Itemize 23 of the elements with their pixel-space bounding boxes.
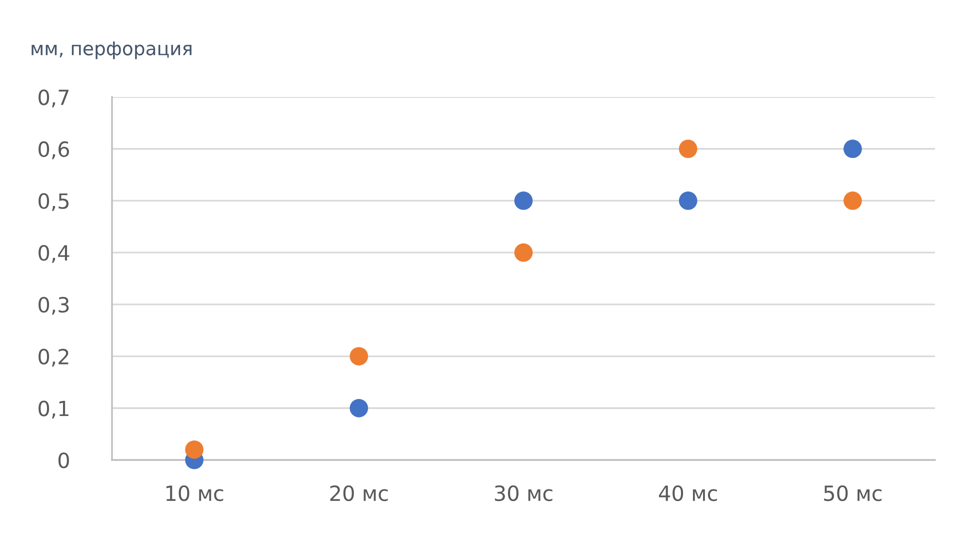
point bbox=[514, 192, 533, 210]
y-tick-label: 0,3 bbox=[38, 296, 69, 315]
y-tick-label: 0 bbox=[58, 452, 69, 468]
point bbox=[844, 140, 862, 158]
point bbox=[678, 140, 698, 158]
point bbox=[514, 243, 533, 262]
y-tick-label: 0,2 bbox=[38, 348, 68, 367]
point bbox=[350, 347, 368, 366]
y-tick-label: 0,5 bbox=[38, 193, 69, 212]
y-tick-label: 0,1 bbox=[38, 400, 68, 418]
point bbox=[678, 192, 698, 210]
y-axis-title: мм, перфорация bbox=[32, 42, 192, 60]
y-tick-label: 0,7 bbox=[38, 89, 69, 108]
y-tick-label: 0,4 bbox=[38, 245, 70, 263]
x-tick-label: 10 мс bbox=[166, 485, 224, 502]
x-tick-label: 50 мс bbox=[824, 485, 882, 502]
y-tick-label: 0,6 bbox=[38, 141, 70, 160]
x-tick-label: 30 мс bbox=[494, 485, 552, 502]
point bbox=[844, 192, 862, 210]
point bbox=[350, 398, 368, 418]
x-tick-label: 40 мс bbox=[658, 485, 717, 502]
point bbox=[185, 440, 204, 459]
x-tick-label: 20 мс bbox=[330, 485, 388, 502]
